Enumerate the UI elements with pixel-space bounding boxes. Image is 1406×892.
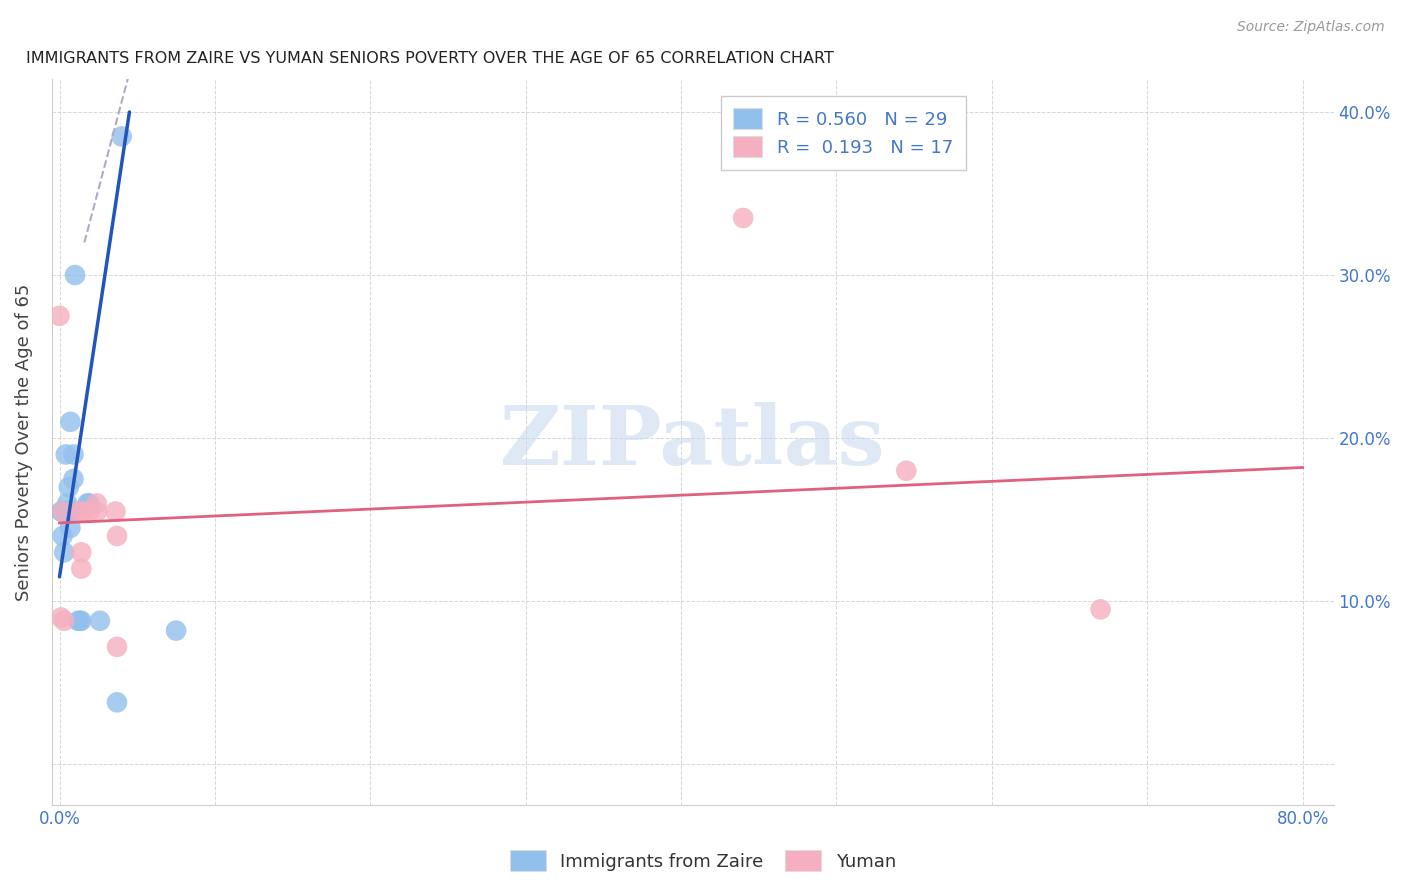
Point <box>70 614 93 628</box>
Point <box>60 504 83 518</box>
Point <box>70 545 93 559</box>
Point <box>89 614 111 628</box>
Point <box>56 496 79 510</box>
Point <box>70 561 93 575</box>
Point <box>86 496 108 510</box>
Point <box>67 504 90 518</box>
Text: ZIPatlas: ZIPatlas <box>501 402 886 483</box>
Point <box>60 504 83 518</box>
Point <box>72 504 94 518</box>
Point <box>86 504 108 518</box>
Point <box>53 545 76 559</box>
Point <box>48 309 70 323</box>
Point <box>105 695 128 709</box>
Point <box>105 640 128 654</box>
Point <box>56 504 79 518</box>
Point <box>49 504 72 518</box>
Point <box>55 447 77 461</box>
Legend: R = 0.560   N = 29, R =  0.193   N = 17: R = 0.560 N = 29, R = 0.193 N = 17 <box>721 95 966 169</box>
Point <box>104 504 127 518</box>
Point <box>733 211 755 225</box>
Y-axis label: Seniors Poverty Over the Age of 65: Seniors Poverty Over the Age of 65 <box>15 284 32 601</box>
Point <box>59 504 82 518</box>
Point <box>52 504 75 518</box>
Point <box>76 496 98 510</box>
Point <box>165 624 187 638</box>
Point <box>59 521 82 535</box>
Point <box>58 504 80 518</box>
Point <box>52 529 75 543</box>
Point <box>62 472 84 486</box>
Point <box>1090 602 1112 616</box>
Text: IMMIGRANTS FROM ZAIRE VS YUMAN SENIORS POVERTY OVER THE AGE OF 65 CORRELATION CH: IMMIGRANTS FROM ZAIRE VS YUMAN SENIORS P… <box>27 51 834 66</box>
Point <box>62 447 84 461</box>
Point <box>63 268 86 282</box>
Point <box>53 614 76 628</box>
Point <box>52 504 75 518</box>
Point <box>67 614 90 628</box>
Point <box>105 529 128 543</box>
Point <box>77 504 100 518</box>
Point <box>111 129 134 144</box>
Point <box>59 415 82 429</box>
Point <box>58 480 80 494</box>
Point <box>56 504 79 518</box>
Point <box>55 504 77 518</box>
Legend: Immigrants from Zaire, Yuman: Immigrants from Zaire, Yuman <box>502 843 904 879</box>
Point <box>77 496 100 510</box>
Text: Source: ZipAtlas.com: Source: ZipAtlas.com <box>1237 20 1385 34</box>
Point <box>896 464 918 478</box>
Point <box>55 504 77 518</box>
Point <box>49 610 72 624</box>
Point <box>69 614 91 628</box>
